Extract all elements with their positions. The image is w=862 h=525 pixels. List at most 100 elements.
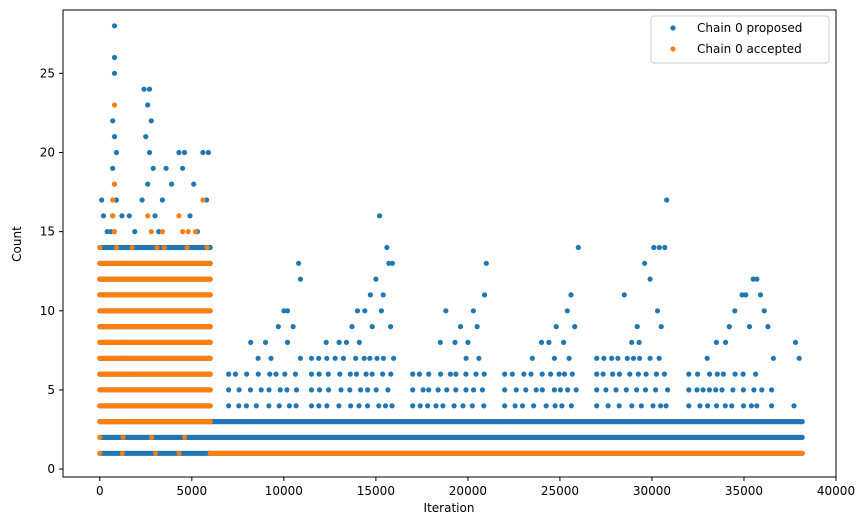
proposed-point (143, 134, 149, 140)
proposed-point (255, 355, 261, 361)
proposed-point (317, 387, 323, 393)
accepted-point (111, 102, 118, 108)
proposed-point (753, 371, 759, 377)
proposed-point (720, 371, 727, 377)
x-tick-label: 30000 (633, 484, 671, 498)
proposed-point (293, 403, 299, 409)
accepted-point (207, 403, 213, 409)
proposed-point (460, 403, 466, 409)
proposed-point (316, 371, 322, 377)
proposed-point (139, 197, 145, 203)
proposed-point (191, 181, 197, 187)
proposed-point (308, 355, 315, 361)
y-axis-title: Count (10, 226, 24, 262)
proposed-point (651, 244, 657, 251)
proposed-point (286, 403, 292, 409)
proposed-point (697, 403, 703, 409)
accepted-point (97, 434, 103, 440)
proposed-point (556, 371, 562, 377)
accepted-point (207, 355, 213, 361)
legend-box (650, 15, 830, 64)
y-tick-label: 10 (40, 304, 55, 318)
proposed-point (627, 371, 633, 377)
proposed-point (236, 403, 242, 409)
proposed-point (438, 371, 444, 377)
proposed-point (452, 339, 458, 345)
proposed-point (732, 371, 738, 377)
accepted-point (200, 197, 206, 203)
proposed-point (568, 403, 575, 409)
proposed-point (296, 260, 302, 266)
y-axis: 0 5 10 15 20 25 (40, 66, 63, 476)
proposed-point (740, 387, 747, 393)
proposed-point (616, 371, 623, 377)
proposed-point (365, 387, 371, 393)
proposed-point (623, 387, 629, 393)
proposed-point (573, 387, 579, 393)
proposed-point (340, 355, 347, 361)
x-tick-label: 35000 (725, 484, 763, 498)
proposed-point (145, 181, 151, 187)
proposed-point (739, 292, 745, 298)
proposed-point (343, 339, 349, 345)
proposed-point (799, 434, 805, 440)
proposed-point (347, 371, 353, 377)
proposed-point (226, 403, 232, 409)
proposed-point (113, 149, 119, 156)
proposed-point (551, 355, 558, 361)
plot-frame (62, 9, 837, 478)
proposed-point (389, 403, 395, 409)
proposed-point (356, 339, 362, 345)
proposed-point (740, 403, 747, 409)
proposed-point (565, 387, 571, 393)
proposed-point (609, 355, 615, 361)
proposed-point (704, 355, 710, 361)
proposed-point (226, 371, 232, 377)
accepted-point (207, 371, 213, 377)
proposed-point (111, 23, 118, 29)
proposed-point (316, 355, 322, 361)
proposed-point (410, 371, 416, 377)
proposed-point (378, 308, 384, 314)
proposed-point (410, 387, 416, 393)
x-tick-label: 5000 (177, 484, 208, 498)
proposed-point (751, 387, 757, 393)
proposed-point (568, 292, 574, 298)
x-tick-label: 15000 (357, 484, 395, 498)
proposed-point (451, 403, 457, 409)
accepted-point (207, 276, 213, 282)
proposed-point (380, 292, 386, 298)
proposed-point (761, 308, 767, 314)
proposed-point (463, 355, 469, 361)
proposed-point (664, 197, 670, 203)
proposed-point (297, 355, 303, 361)
proposed-point (111, 134, 118, 140)
proposed-point (336, 403, 342, 409)
accepted-point (176, 213, 182, 219)
proposed-point (642, 260, 648, 266)
proposed-point (539, 371, 545, 377)
accepted-point (145, 213, 151, 219)
proposed-point (373, 387, 379, 393)
accepted-point (182, 434, 188, 440)
proposed-point (232, 371, 239, 377)
proposed-point (243, 403, 249, 409)
proposed-point (634, 324, 640, 330)
proposed-point (159, 197, 165, 203)
proposed-point (650, 403, 656, 409)
proposed-point (465, 339, 471, 345)
proposed-point (443, 308, 449, 314)
proposed-point (337, 371, 343, 377)
proposed-point (638, 403, 645, 409)
proposed-point (509, 371, 515, 377)
proposed-point (247, 387, 254, 393)
proposed-point (119, 213, 125, 219)
proposed-point (324, 355, 330, 361)
x-tick-label: 25000 (541, 484, 579, 498)
proposed-point (267, 371, 273, 377)
proposed-point (732, 308, 738, 314)
proposed-point (653, 387, 659, 393)
proposed-point (284, 308, 291, 314)
proposed-point (417, 403, 423, 409)
proposed-point (146, 86, 153, 92)
